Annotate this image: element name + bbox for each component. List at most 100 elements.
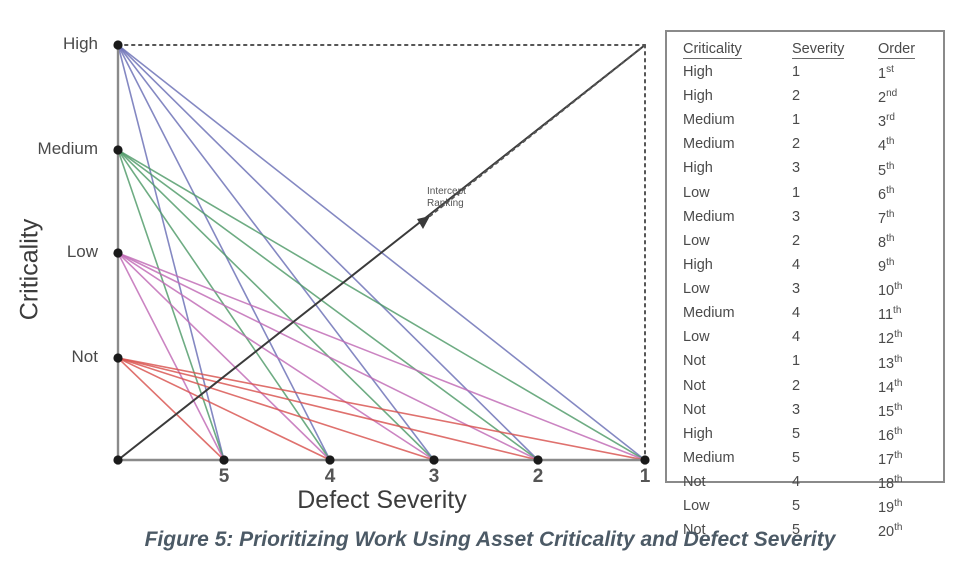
order-suffix: th: [894, 498, 903, 510]
cell-severity: 3: [792, 401, 801, 418]
cell-severity: 5: [792, 425, 801, 442]
cell-severity: 2: [792, 136, 801, 153]
cell-severity: 3: [792, 160, 801, 177]
cell-order: 11th: [877, 305, 902, 324]
cell-severity: 1: [792, 63, 801, 80]
ranking-table: Criticality Severity Order High 1 1st High 2…: [667, 40, 943, 543]
table-row: Low 5 19th: [667, 494, 943, 518]
connector-line-low-sev1: [117, 252, 646, 461]
node-severity-2: [533, 455, 543, 465]
cell-criticality: Low: [683, 232, 710, 249]
cell-order: 10th: [877, 281, 903, 299]
x-tick-label-4: 4: [324, 466, 336, 487]
cell-severity: 1: [792, 184, 801, 201]
order-suffix: th: [894, 401, 903, 413]
order-suffix: th: [894, 377, 903, 389]
node-severity-1: [640, 455, 650, 465]
connector-line-low-sev2: [117, 252, 539, 461]
node-criticality-low: [113, 248, 123, 258]
order-suffix: th: [886, 232, 895, 244]
connector-line-low-sev4: [117, 252, 331, 461]
order-suffix: th: [894, 450, 903, 461]
connector-line-high-sev2: [117, 44, 539, 461]
cell-criticality: Not: [683, 522, 706, 539]
header-severity: Severity: [792, 41, 845, 59]
connector-line-not-sev3: [117, 357, 435, 461]
order-suffix: rd: [886, 112, 895, 124]
table-row: Low 1 6th: [667, 181, 943, 205]
cell-order: 5th: [877, 160, 895, 179]
cell-severity: 3: [792, 281, 801, 298]
table-row: High 1 1st: [667, 60, 943, 84]
cell-severity: 5: [792, 449, 801, 466]
cell-severity: 5: [792, 522, 801, 539]
order-suffix: st: [886, 64, 894, 75]
cell-severity: 2: [792, 232, 801, 249]
intercept-arrowhead: [417, 216, 430, 229]
order-suffix: th: [894, 425, 903, 437]
cell-severity: 4: [792, 474, 801, 491]
intercept-ranking-annotation: Intercept Ranking: [427, 186, 466, 210]
cell-severity: 4: [792, 329, 801, 346]
cell-severity: 2: [792, 88, 801, 105]
cell-criticality: Medium: [683, 208, 735, 225]
cell-criticality: High: [683, 63, 713, 80]
cell-order: 18th: [877, 474, 903, 492]
cell-order: 16th: [877, 425, 903, 444]
cell-order: 19th: [877, 498, 903, 517]
table-row: Medium 3 7th: [667, 205, 943, 229]
connector-line-high-sev3: [117, 44, 435, 461]
table-row: Not 3 15th: [667, 398, 943, 422]
table-row: Low 3 10th: [667, 277, 943, 301]
order-suffix: th: [894, 474, 903, 486]
x-axis-title: Defect Severity: [297, 486, 467, 514]
table-row: High 2 2nd: [667, 84, 943, 108]
connector-line-not-sev1: [117, 357, 646, 461]
node-severity-5: [219, 455, 229, 465]
cell-criticality: Medium: [683, 305, 735, 322]
cell-order: 9th: [877, 257, 895, 275]
cell-order: 8th: [877, 232, 895, 251]
cell-criticality: Low: [683, 498, 710, 515]
order-suffix: th: [894, 329, 903, 341]
connector-line-medium-sev1: [117, 149, 646, 461]
cell-severity: 5: [792, 498, 801, 515]
cell-order: 2nd: [877, 88, 898, 106]
order-suffix: th: [886, 160, 895, 172]
connector-line-high-sev5: [117, 44, 225, 461]
cell-order: 3rd: [877, 112, 895, 131]
cell-criticality: Low: [683, 329, 710, 346]
header-order: Order: [877, 41, 916, 59]
ranking-table-panel: Criticality Severity Order High 1 1st High 2…: [665, 30, 945, 540]
cell-severity: 2: [792, 377, 801, 394]
cell-criticality: High: [683, 425, 713, 442]
table-row: Medium 2 4th: [667, 132, 943, 156]
table-row: Not 5 20th: [667, 518, 943, 542]
figure-caption: Figure 5: Prioritizing Work Using Asset …: [144, 528, 836, 551]
node-severity-3: [429, 455, 439, 465]
table-row: Not 2 14th: [667, 374, 943, 398]
order-suffix: th: [886, 257, 895, 268]
order-suffix: th: [886, 136, 895, 148]
connector-line-not-sev5: [117, 357, 225, 461]
x-tick-label-3: 3: [428, 466, 440, 487]
connector-line-not-sev2: [117, 357, 539, 461]
connector-line-low-sev3: [117, 252, 435, 461]
table-row: High 4 9th: [667, 253, 943, 277]
cell-order: 4th: [877, 136, 895, 155]
cell-order: 12th: [877, 329, 903, 348]
cell-severity: 3: [792, 208, 801, 225]
node-criticality-medium: [113, 145, 123, 155]
cell-order: 7th: [877, 208, 895, 227]
cell-criticality: Not: [683, 474, 706, 491]
order-suffix: th: [894, 353, 903, 365]
cell-order: 1st: [877, 64, 894, 82]
cell-order: 17th: [877, 450, 903, 468]
order-suffix: th: [894, 522, 903, 534]
cell-criticality: Not: [683, 401, 706, 418]
cell-criticality: Low: [683, 281, 710, 298]
table-row: Medium 4 11th: [667, 301, 943, 325]
cell-criticality: Low: [683, 184, 710, 201]
